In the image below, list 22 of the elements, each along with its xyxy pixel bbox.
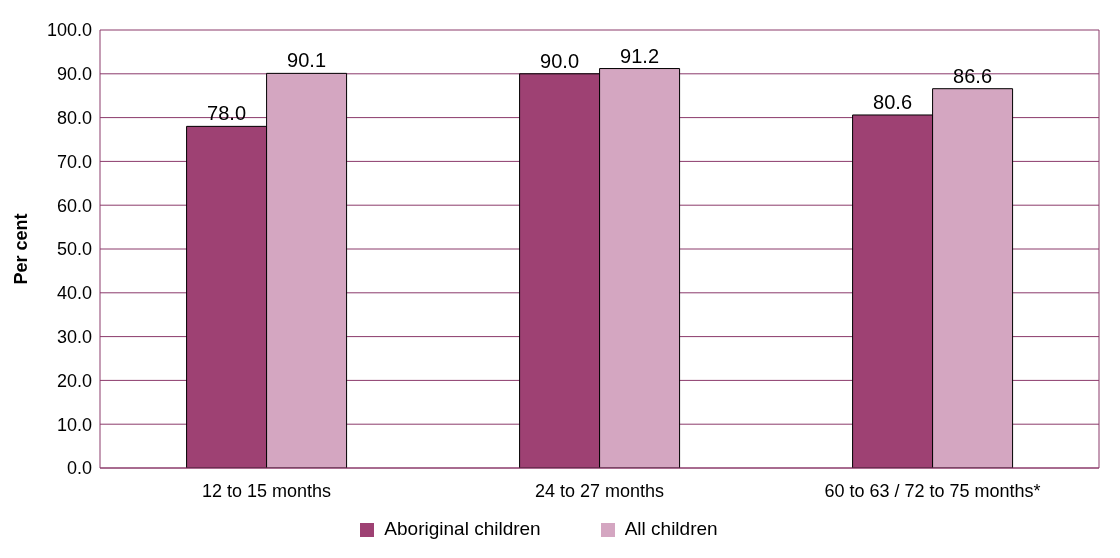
y-tick-label: 50.0 bbox=[56, 239, 92, 260]
legend-label: Aboriginal children bbox=[384, 518, 541, 539]
y-tick-label: 90.0 bbox=[56, 64, 92, 85]
y-tick-label: 10.0 bbox=[56, 414, 92, 435]
x-tick-label: 24 to 27 months bbox=[534, 480, 665, 501]
data-label: 80.6 bbox=[873, 90, 913, 113]
y-tick-label: 30.0 bbox=[56, 326, 92, 347]
data-label: 86.6 bbox=[953, 64, 993, 87]
y-axis-title: Per cent bbox=[11, 213, 32, 285]
y-tick-label: 0.0 bbox=[66, 458, 92, 479]
data-label: 90.0 bbox=[540, 49, 580, 72]
x-tick-label: 12 to 15 months bbox=[201, 480, 332, 501]
y-tick-label: 70.0 bbox=[56, 151, 92, 172]
x-tick-label: 60 to 63 / 72 to 75 months* bbox=[824, 480, 1041, 501]
y-tick-label: 60.0 bbox=[56, 195, 92, 216]
data-label: 90.1 bbox=[287, 49, 327, 72]
y-tick-label: 40.0 bbox=[56, 283, 92, 304]
y-tick-label: 20.0 bbox=[56, 370, 92, 391]
y-tick-label: 100.0 bbox=[46, 20, 92, 41]
legend-label: All children bbox=[624, 518, 718, 539]
data-label: 91.2 bbox=[620, 44, 660, 67]
y-tick-label: 80.0 bbox=[56, 107, 92, 128]
